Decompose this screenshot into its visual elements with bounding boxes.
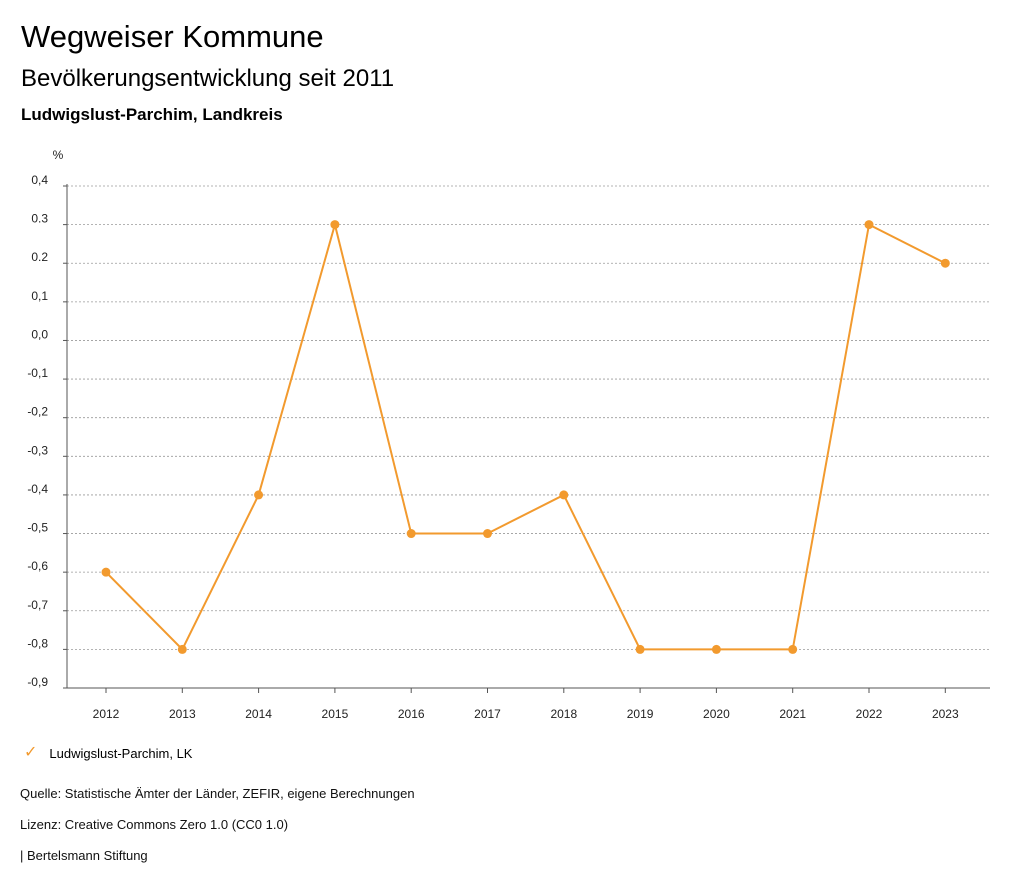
x-tick-label: 2015: [322, 707, 349, 721]
y-tick-label: 0,4: [31, 173, 48, 187]
publisher-note: | Bertelsmann Stiftung: [20, 848, 148, 863]
x-tick-label: 2019: [627, 707, 654, 721]
y-tick-label: -0,2: [27, 405, 48, 419]
x-tick-label: 2023: [932, 707, 959, 721]
data-point: [940, 258, 950, 268]
x-tick-label: 2021: [779, 707, 806, 721]
y-tick-label: 0,0: [31, 327, 48, 341]
x-tick-label: 2017: [474, 707, 501, 721]
y-tick-label: -0,5: [27, 521, 48, 535]
x-tick-label: 2020: [703, 707, 730, 721]
chart-legend[interactable]: ✓ Ludwigslust-Parchim, LK: [24, 744, 192, 762]
y-tick-label: 0,1: [31, 289, 48, 303]
legend-label: Ludwigslust-Parchim, LK: [49, 745, 193, 761]
data-point: [330, 220, 340, 230]
grid-lines: [67, 185, 990, 689]
data-point: [864, 220, 874, 230]
y-tick-label: -0,3: [27, 443, 48, 457]
data-point: [406, 529, 416, 539]
x-tick-label: 2016: [398, 707, 425, 721]
y-tick-labels: 0,4 0.3 0.2 0,1 0,0 -0,1 -0,2 -0,3 -0,4 -0,5 -0,6 -…: [27, 173, 48, 689]
x-tick-labels: 2012 2013 2014 2015 2016 2017 2018 2019 2020 2021…: [93, 707, 959, 721]
data-point: [177, 644, 187, 654]
series-line: [105, 223, 946, 651]
data-point: [101, 567, 111, 577]
y-tick-label: -0,8: [27, 636, 48, 650]
y-tick-label: -0,1: [27, 366, 48, 380]
y-tick-label: 0.3: [31, 212, 48, 226]
y-tick-label: -0,7: [27, 598, 48, 612]
x-tick-label: 2013: [169, 707, 196, 721]
axes: [63, 184, 990, 693]
x-tick-label: 2012: [93, 707, 120, 721]
data-point: [635, 644, 645, 654]
chart-subtitle: Bevölkerungsentwicklung seit 2011: [21, 65, 395, 92]
region-name: Ludwigslust-Parchim, Landkreis: [21, 105, 283, 124]
license-note: Lizenz: Creative Commons Zero 1.0 (CC0 1…: [20, 817, 289, 832]
data-point: [788, 644, 798, 654]
y-tick-label: -0,4: [27, 482, 48, 496]
data-point: [483, 529, 492, 539]
x-tick-label: 2018: [550, 707, 577, 721]
y-tick-label: -0,9: [27, 675, 48, 689]
x-tick-label: 2022: [856, 707, 883, 721]
x-tick-label: 2014: [245, 707, 272, 721]
series-layer: [101, 220, 950, 654]
y-unit-label: %: [53, 148, 64, 162]
y-tick-label: 0.2: [31, 250, 48, 264]
data-point: [254, 490, 264, 500]
data-point: [711, 644, 721, 654]
y-tick-label: -0,6: [27, 559, 48, 573]
page-title: Wegweiser Kommune: [21, 19, 324, 54]
data-point: [559, 490, 569, 500]
check-icon: ✓: [24, 744, 38, 761]
source-note: Quelle: Statistische Ämter der Länder, Z…: [20, 786, 415, 801]
line-chart: % 0,4 0.3 0.2 0,1 0,0 -0,1 -0,2 -0,3 -0,4 -0,5 -0,…: [27, 148, 990, 721]
